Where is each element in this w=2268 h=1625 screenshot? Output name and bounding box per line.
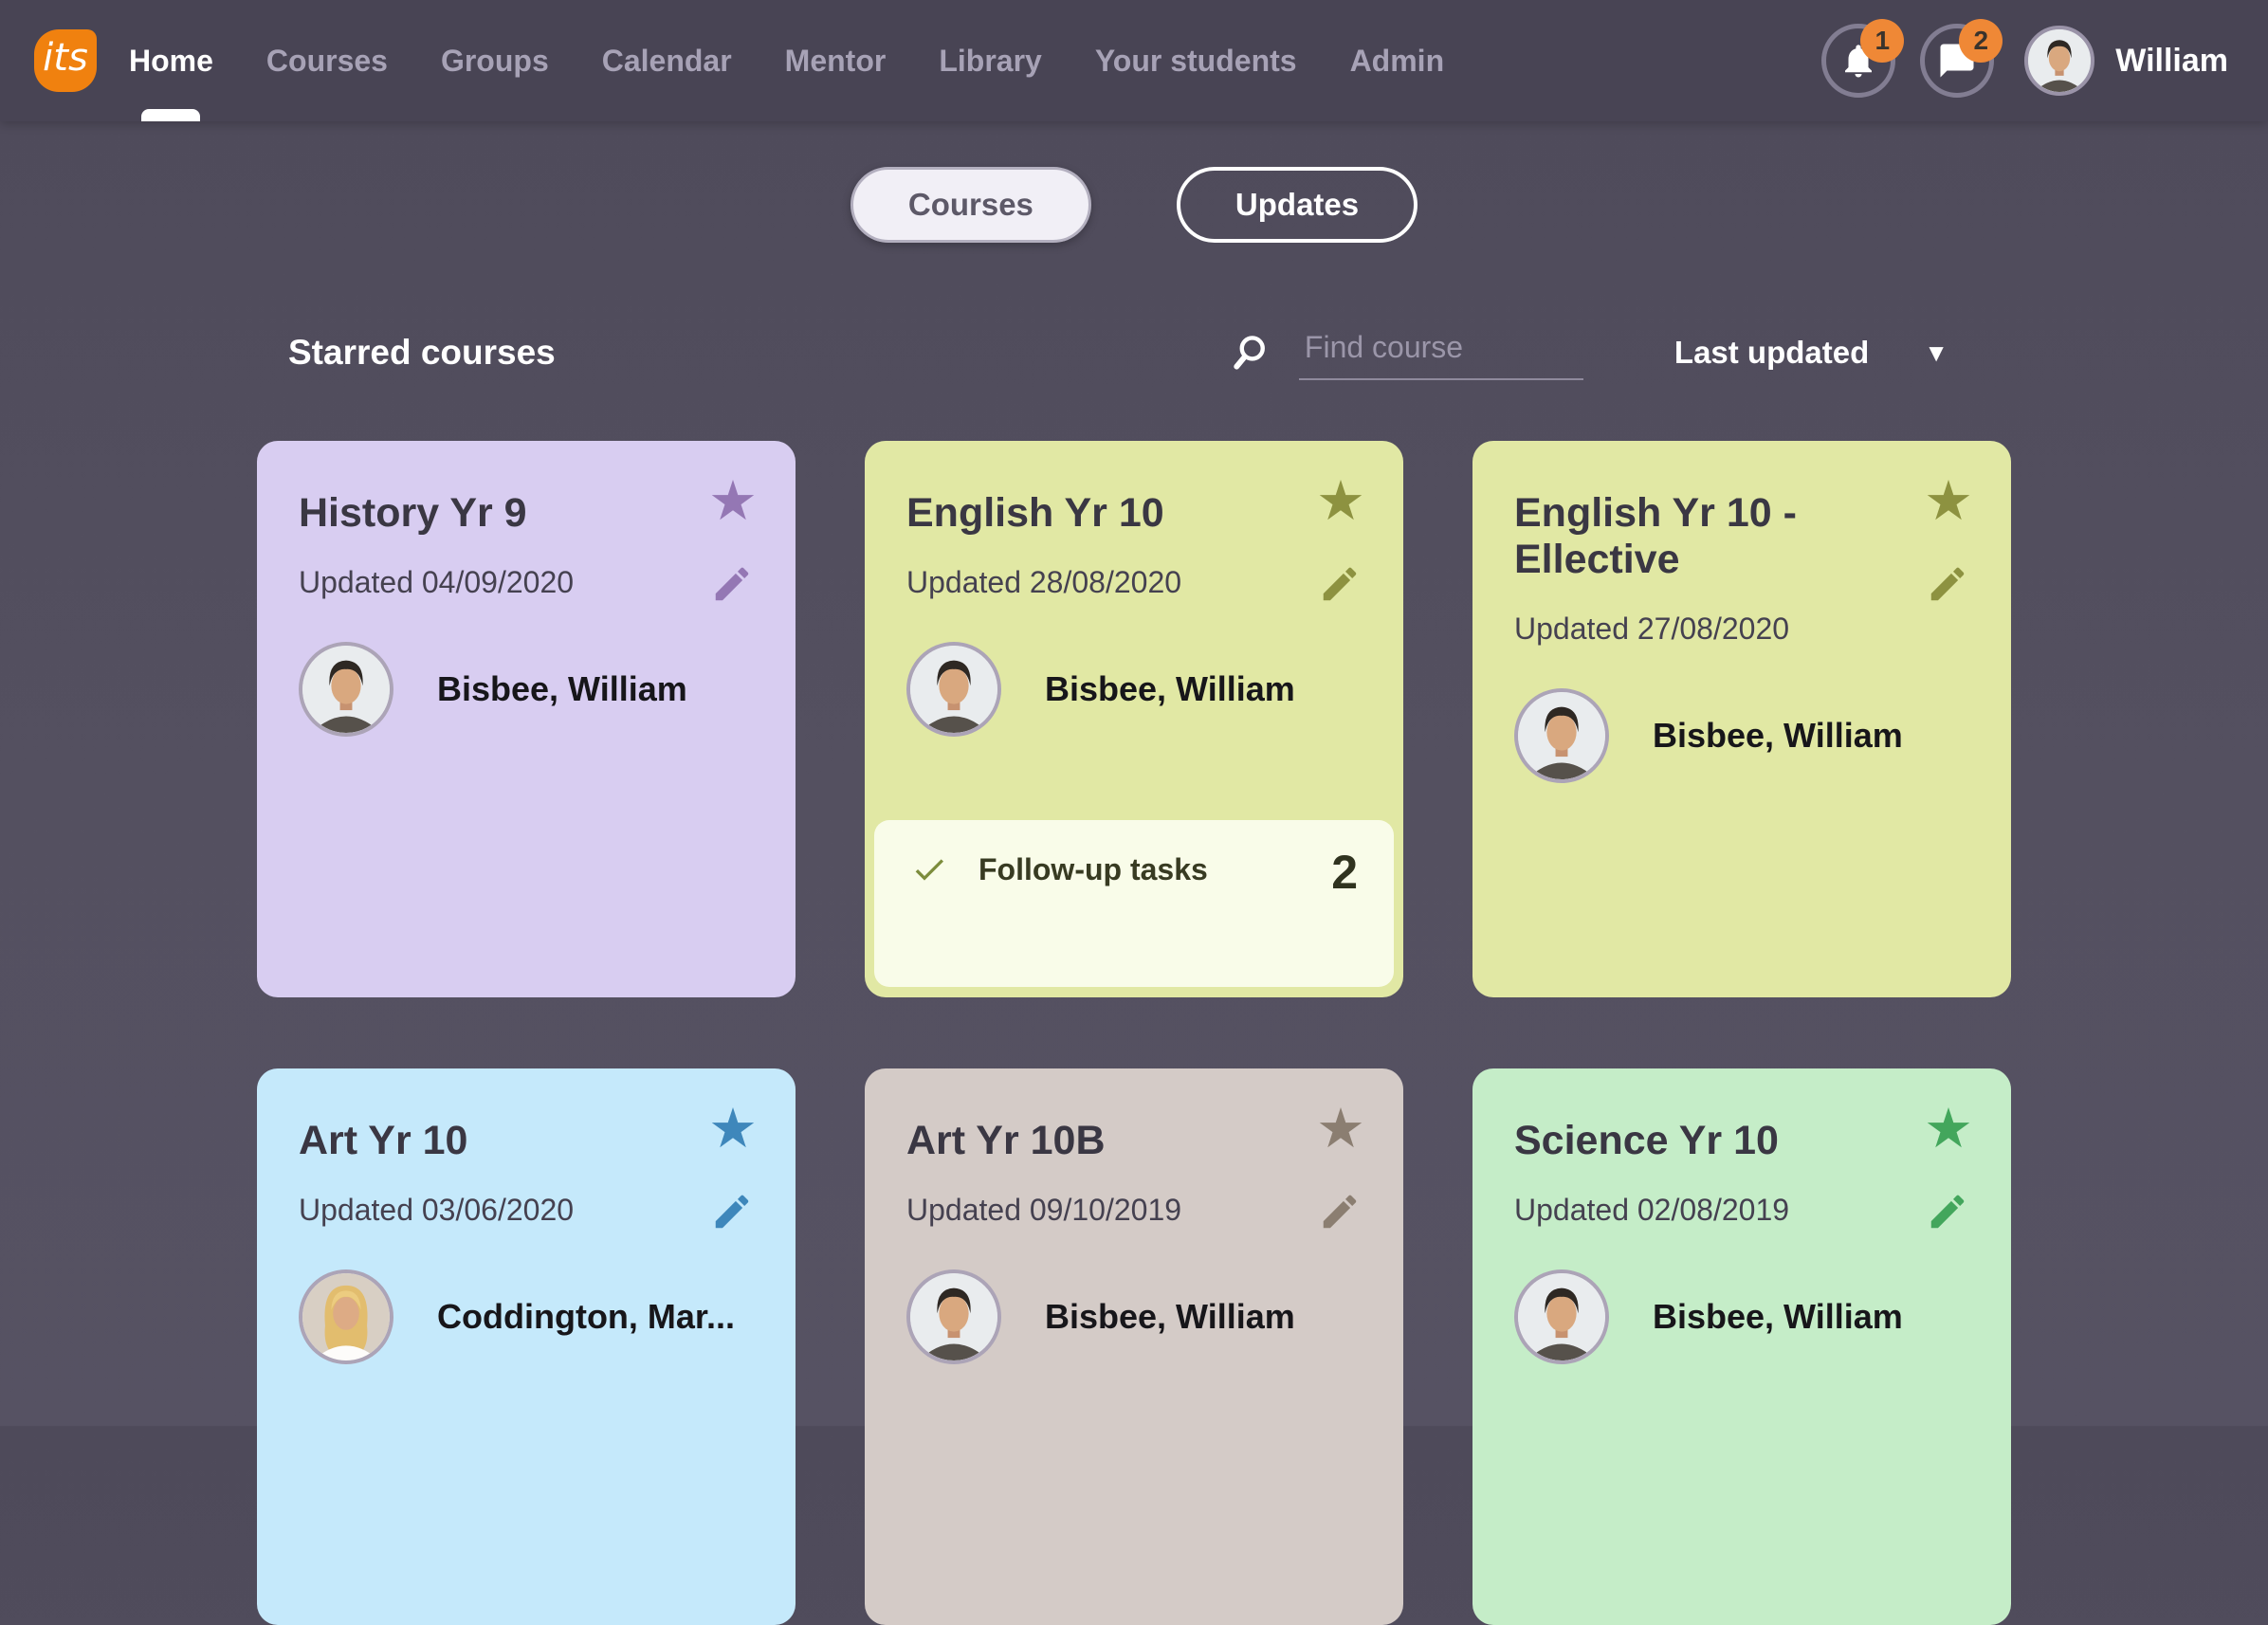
course-grid: ★ History Yr 9 Updated 04/09/2020 Bisbee…	[257, 441, 2011, 1625]
course-updated-date: Updated 02/08/2019	[1514, 1193, 1790, 1227]
course-title: Art Yr 10B	[906, 1118, 1106, 1163]
course-title: History Yr 9	[299, 490, 527, 536]
star-icon[interactable]: ★	[708, 1096, 758, 1160]
nav-item-your-students[interactable]: Your students	[1095, 0, 1297, 121]
course-card-history-yr-9[interactable]: ★ History Yr 9 Updated 04/09/2020 Bisbee…	[257, 441, 796, 997]
notification-badge: 1	[1860, 19, 1905, 63]
star-icon[interactable]: ★	[1924, 468, 1973, 533]
course-title: Science Yr 10	[1514, 1118, 1779, 1163]
notifications-button[interactable]: 1	[1821, 19, 1905, 98]
course-title: Art Yr 10	[299, 1118, 468, 1163]
teacher-name: Bisbee, William	[1653, 716, 1903, 755]
star-icon[interactable]: ★	[1316, 468, 1365, 533]
itslearning-logo[interactable]: its	[34, 29, 97, 92]
course-title: English Yr 10 - Ellective	[1514, 490, 1797, 582]
starred-courses-header: Starred courses Last updated ▼	[257, 324, 2011, 380]
nav-item-home[interactable]: Home	[129, 0, 213, 121]
follow-up-count: 2	[1331, 846, 1358, 899]
nav-item-groups[interactable]: Groups	[441, 0, 549, 121]
main-nav: Home Courses Groups Calendar Mentor Libr…	[129, 0, 1444, 121]
teacher-name: Bisbee, William	[437, 669, 687, 708]
nav-label: Mentor	[784, 43, 887, 78]
caret-down-icon: ▼	[1924, 338, 1948, 367]
teacher-avatar	[1514, 1269, 1609, 1364]
active-tab-indicator	[141, 109, 201, 121]
pencil-icon[interactable]	[1318, 1190, 1362, 1236]
teacher-row: Bisbee, William	[906, 1269, 1362, 1364]
course-search-input[interactable]	[1298, 324, 1583, 380]
messages-button[interactable]: 2	[1920, 19, 2003, 98]
course-title: English Yr 10	[906, 490, 1164, 536]
course-updated-date: Updated 09/10/2019	[906, 1193, 1182, 1227]
teacher-row: Bisbee, William	[1514, 1269, 1969, 1364]
view-toggle: Courses Updates	[0, 167, 2268, 243]
teacher-row: Bisbee, William	[299, 642, 754, 737]
course-updated-date: Updated 03/06/2020	[299, 1193, 575, 1227]
nav-item-courses[interactable]: Courses	[266, 0, 388, 121]
nav-label: Calendar	[601, 43, 732, 78]
teacher-name: Bisbee, William	[1653, 1297, 1903, 1336]
nav-label: Your students	[1094, 43, 1297, 78]
pencil-icon[interactable]	[710, 1190, 754, 1236]
teacher-avatar	[299, 642, 393, 737]
user-name: William	[2115, 42, 2228, 79]
nav-label: Admin	[1349, 43, 1445, 78]
star-icon[interactable]: ★	[1316, 1096, 1365, 1160]
search-icon[interactable]	[1229, 332, 1271, 374]
nav-item-admin[interactable]: Admin	[1350, 0, 1445, 121]
nav-label: Library	[939, 43, 1042, 78]
teacher-row: Bisbee, William	[1514, 688, 1969, 783]
nav-item-mentor[interactable]: Mentor	[785, 0, 887, 121]
pencil-icon[interactable]	[1926, 1190, 1969, 1236]
teacher-avatar	[906, 642, 1001, 737]
course-card-english-yr-10[interactable]: ★ English Yr 10 Updated 28/08/2020 Bisbe…	[865, 441, 1403, 997]
search-and-sort: Last updated ▼	[1229, 324, 2011, 380]
messages-badge: 2	[1959, 19, 2003, 63]
course-updated-date: Updated 27/08/2020	[1514, 612, 1790, 646]
teacher-row: Coddington, Mar...	[299, 1269, 754, 1364]
user-avatar[interactable]	[2024, 26, 2095, 96]
home-page: Courses Updates Starred courses Last upd…	[0, 167, 2268, 1625]
nav-label: Courses	[265, 43, 388, 78]
course-card-art-yr-10[interactable]: ★ Art Yr 10 Updated 03/06/2020 Coddingto…	[257, 1068, 796, 1625]
top-nav: its Home Courses Groups Calendar Mentor …	[0, 0, 2268, 121]
nav-label: Groups	[440, 43, 549, 78]
checkmark-icon	[915, 859, 943, 881]
pencil-icon[interactable]	[710, 562, 754, 609]
teacher-avatar	[906, 1269, 1001, 1364]
sort-label: Last updated	[1674, 334, 1870, 370]
logo-text: its	[43, 36, 88, 80]
pencil-icon[interactable]	[1318, 562, 1362, 609]
course-card-english-yr-10-ellective[interactable]: ★ English Yr 10 - Ellective Updated 27/0…	[1472, 441, 2011, 997]
user-avatar-image	[2028, 29, 2092, 92]
course-updated-date: Updated 04/09/2020	[299, 565, 575, 599]
section-title: Starred courses	[288, 332, 556, 372]
star-icon[interactable]: ★	[708, 468, 758, 533]
star-icon[interactable]: ★	[1924, 1096, 1973, 1160]
teacher-avatar	[1514, 688, 1609, 783]
nav-right-cluster: 1 2 William	[1797, 19, 2228, 98]
teacher-row: Bisbee, William	[906, 642, 1362, 737]
follow-up-label: Follow-up tasks	[979, 852, 1208, 886]
course-card-art-yr-10b[interactable]: ★ Art Yr 10B Updated 09/10/2019 Bisbee, …	[865, 1068, 1403, 1625]
course-updated-date: Updated 28/08/2020	[906, 565, 1182, 599]
nav-item-calendar[interactable]: Calendar	[602, 0, 732, 121]
teacher-name: Bisbee, William	[1045, 1297, 1295, 1336]
tab-courses[interactable]: Courses	[850, 167, 1091, 243]
teacher-name: Coddington, Mar...	[437, 1297, 735, 1336]
nav-label: Home	[129, 43, 213, 78]
tab-updates[interactable]: Updates	[1176, 167, 1418, 243]
follow-up-tasks-panel[interactable]: Follow-up tasks 2	[874, 820, 1394, 987]
nav-item-library[interactable]: Library	[939, 0, 1041, 121]
sort-dropdown[interactable]: Last updated ▼	[1669, 334, 1954, 372]
teacher-avatar	[299, 1269, 393, 1364]
course-card-science-yr-10[interactable]: ★ Science Yr 10 Updated 02/08/2019 Bisbe…	[1472, 1068, 2011, 1625]
teacher-name: Bisbee, William	[1045, 669, 1295, 708]
pencil-icon[interactable]	[1926, 562, 1969, 609]
